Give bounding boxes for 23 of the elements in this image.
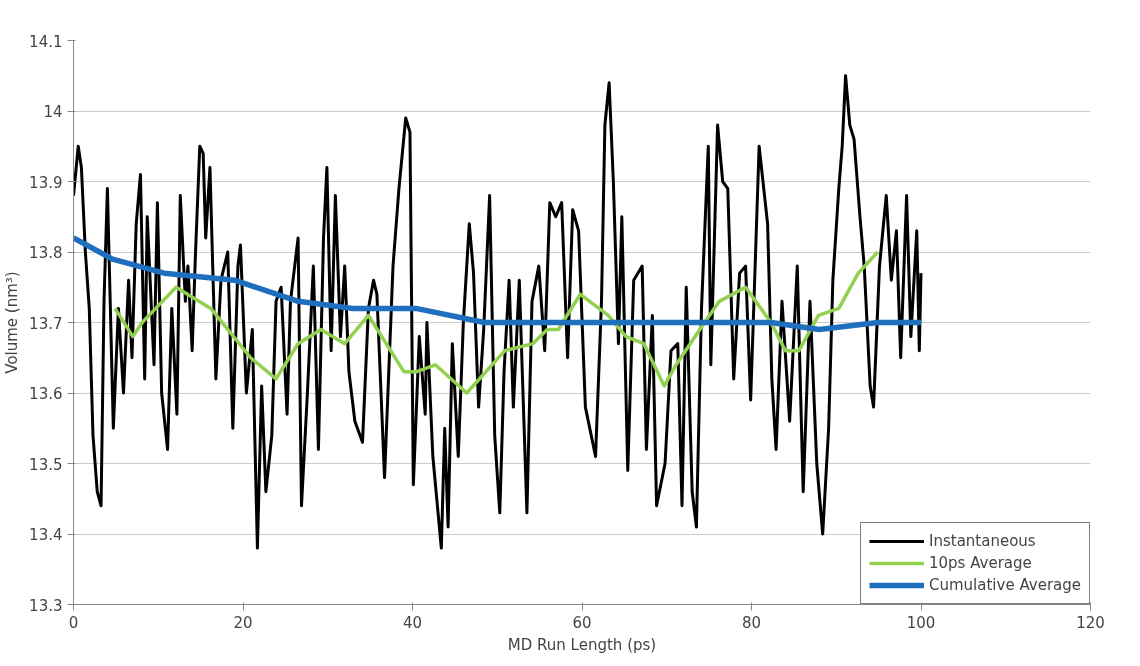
y-tick-label: 13.7 (29, 314, 63, 333)
x-tick-label: 80 (741, 613, 762, 632)
y-tick-label: 13.8 (29, 244, 63, 262)
x-tick-label: 20 (233, 613, 253, 632)
y-tick-label: 13.6 (29, 385, 63, 403)
legend-label: Cumulative Average (929, 576, 1081, 594)
y-axis-title: Volume (nm³) (3, 271, 22, 374)
x-tick-label: 120 (1076, 613, 1105, 632)
x-tick-label: 40 (402, 613, 423, 632)
y-tick-label: 14 (43, 103, 63, 121)
legend-label: Instantaneous (929, 532, 1036, 550)
x-axis-title: MD Run Length (ps) (507, 635, 657, 654)
x-tick-label: 100 (906, 613, 936, 632)
line-series (73, 74, 923, 550)
y-tick-label: 13.9 (29, 173, 63, 192)
x-tick-label: 0 (68, 613, 79, 632)
y-tick-label: 13.3 (29, 596, 63, 615)
x-tick-label: 60 (572, 613, 592, 632)
y-tick-label: 13.4 (29, 526, 63, 544)
y-tick-label: 13.5 (29, 455, 63, 474)
y-tick-label: 14.1 (29, 32, 63, 51)
line-series (113, 250, 880, 395)
legend-label: 10ps Average (929, 554, 1032, 572)
